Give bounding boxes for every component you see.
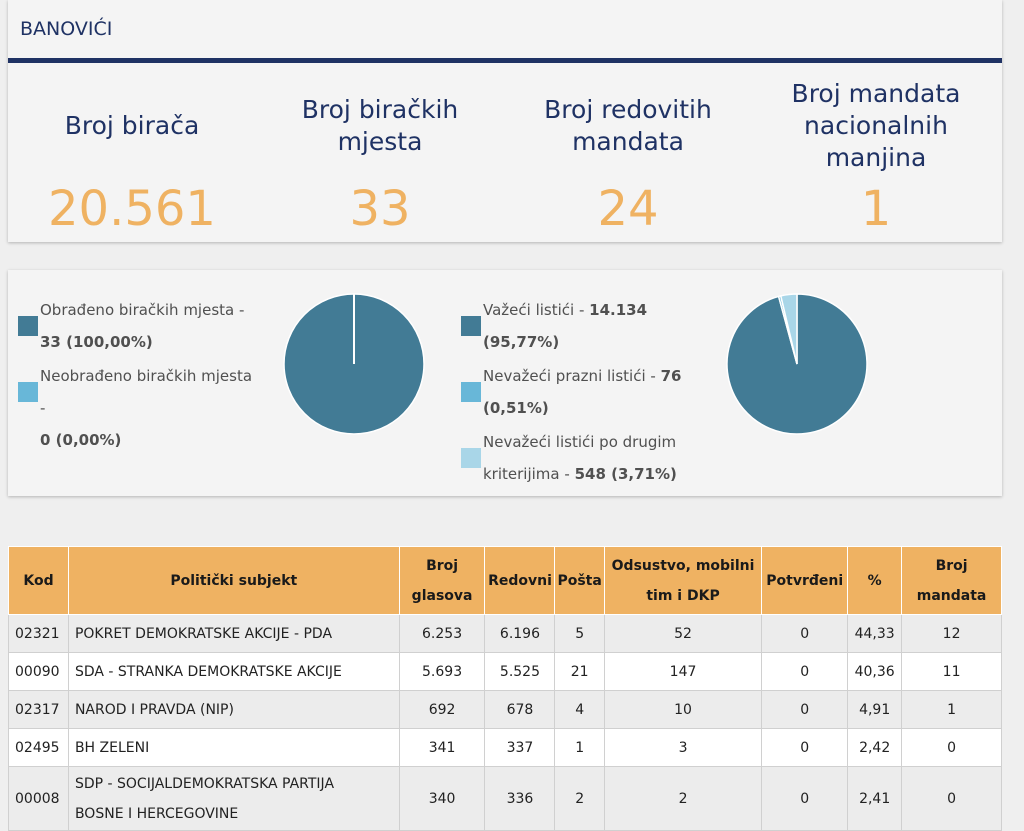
ballots-pie [726,293,868,435]
municipality-title: BANOVIĆI [20,18,113,40]
cell-pct: 40,36 [847,652,903,691]
stat-polling-stations: Broj biračkih mjesta 33 [256,63,504,242]
cell-kod: 02495 [8,728,69,767]
cell-odsustvo: 3 [603,728,763,767]
legend-item-valid: Važeći listići - 14.134 (95,77%) [461,294,701,358]
col-header-mandata[interactable]: Broj mandata [901,546,1002,615]
legend-swatch [461,316,481,336]
summary-card: BANOVIĆI Broj birača 20.561 Broj birački… [8,0,1002,242]
cell-mandata: 1 [901,690,1002,729]
cell-redovni: 6.196 [484,614,556,653]
legend-swatch [18,316,38,336]
cell-posta: 2 [554,766,605,831]
pie-slice[interactable] [779,293,798,365]
stat-voters: Broj birača 20.561 [8,63,256,242]
cell-pct: 2,41 [847,766,903,831]
cell-glasova: 340 [398,766,486,831]
title-divider [8,58,1002,63]
cell-kod: 00090 [8,652,69,691]
legend-text: Važeći listići - 14.134 (95,77%) [483,301,648,351]
col-header-subjekt[interactable]: Politički subjekt [67,546,400,615]
col-header-potvrdeni[interactable]: Potvrđeni [761,546,849,615]
cell-glasova: 341 [398,728,486,767]
table-row: 02495 BH ZELENI 341 337 1 3 0 2,42 0 [8,728,1002,767]
legend-text: Neobrađeno biračkih mjesta - 0 (0,00%) [40,367,253,449]
cell-redovni: 678 [484,690,556,729]
cell-kod: 02321 [8,614,69,653]
cell-posta: 21 [554,652,605,691]
table-row: 00090 SDA - STRANKA DEMOKRATSKE AKCIJE 5… [8,652,1002,691]
stat-value: 1 [860,181,892,237]
cell-pct: 44,33 [847,614,903,653]
col-header-posta[interactable]: Pošta [554,546,605,615]
cell-potvrdeni: 0 [761,614,849,653]
stat-label: Broj biračkih mjesta [301,95,459,156]
cell-kod: 00008 [8,766,69,831]
cell-subjekt: SDA - STRANKA DEMOKRATSKE AKCIJE [67,652,400,691]
cell-pct: 4,91 [847,690,903,729]
polling-stations-pie [283,293,425,435]
table-row: 02317 NAROD I PRAVDA (NIP) 692 678 4 10 … [8,690,1002,729]
cell-posta: 1 [554,728,605,767]
table-row: 02321 POKRET DEMOKRATSKE AKCIJE - PDA 6.… [8,614,1002,653]
cell-odsustvo: 10 [603,690,763,729]
legend-text: Nevažeći prazni listići - 76 (0,51%) [483,367,682,417]
legend-swatch [18,382,38,402]
cell-mandata: 12 [901,614,1002,653]
cell-posta: 5 [554,614,605,653]
col-header-pct[interactable]: % [847,546,903,615]
results-table: Kod Politički subjekt Broj glasova Redovn… [8,546,1002,831]
stat-value: 20.561 [48,181,216,237]
col-header-glasova[interactable]: Broj glasova [398,546,486,615]
stat-regular-mandates: Broj redovitih mandata 24 [504,63,752,242]
processing-card: Obrađeno biračkih mjesta - 33 (100,00%) … [8,270,1002,496]
cell-mandata: 0 [901,728,1002,767]
cell-pct: 2,42 [847,728,903,767]
stat-label: Broj mandata nacionalnih manjina [791,79,961,172]
cell-mandata: 0 [901,766,1002,831]
legend-text: Obrađeno biračkih mjesta - 33 (100,00%) [40,301,245,351]
cell-potvrdeni: 0 [761,652,849,691]
legend-item-unprocessed: Neobrađeno biračkih mjesta - 0 (0,00%) [18,360,258,449]
cell-potvrdeni: 0 [761,766,849,831]
cell-subjekt: BH ZELENI [67,728,400,767]
cell-redovni: 5.525 [484,652,556,691]
stat-label: Broj birača [64,111,200,140]
cell-redovni: 337 [484,728,556,767]
cell-redovni: 336 [484,766,556,831]
cell-glasova: 6.253 [398,614,486,653]
stat-value: 24 [597,181,659,237]
col-header-redovni[interactable]: Redovni [484,546,556,615]
cell-glasova: 692 [398,690,486,729]
table-row: 00008 SDP - SOCIJALDEMOKRATSKA PARTIJA BO… [8,766,1002,831]
cell-odsustvo: 2 [603,766,763,831]
stat-label: Broj redovitih mandata [544,95,712,156]
stat-minority-mandates: Broj mandata nacionalnih manjina 1 [752,63,1000,242]
cell-mandata: 11 [901,652,1002,691]
cell-odsustvo: 52 [603,614,763,653]
cell-potvrdeni: 0 [761,728,849,767]
table-header-row: Kod Politički subjekt Broj glasova Redovn… [8,546,1002,615]
cell-glasova: 5.693 [398,652,486,691]
legend-item-processed: Obrađeno biračkih mjesta - 33 (100,00%) [18,294,258,358]
cell-posta: 4 [554,690,605,729]
legend-item-invalid-other: Nevažeći listići po drugim kriterijima -… [461,426,701,490]
legend-text: Nevažeći listići po drugim kriterijima -… [483,433,677,483]
legend-item-invalid-empty: Nevažeći prazni listići - 76 (0,51%) [461,360,701,424]
stat-value: 33 [349,181,411,237]
col-header-odsustvo[interactable]: Odsustvo, mobilni tim i DKP [603,546,763,615]
legend-swatch [461,382,481,402]
legend-swatch [461,448,481,468]
cell-subjekt: NAROD I PRAVDA (NIP) [67,690,400,729]
cell-kod: 02317 [8,690,69,729]
cell-odsustvo: 147 [603,652,763,691]
cell-subjekt: SDP - SOCIJALDEMOKRATSKA PARTIJA BOSNE I … [67,766,400,831]
cell-subjekt: POKRET DEMOKRATSKE AKCIJE - PDA [67,614,400,653]
cell-potvrdeni: 0 [761,690,849,729]
col-header-kod[interactable]: Kod [8,546,69,615]
